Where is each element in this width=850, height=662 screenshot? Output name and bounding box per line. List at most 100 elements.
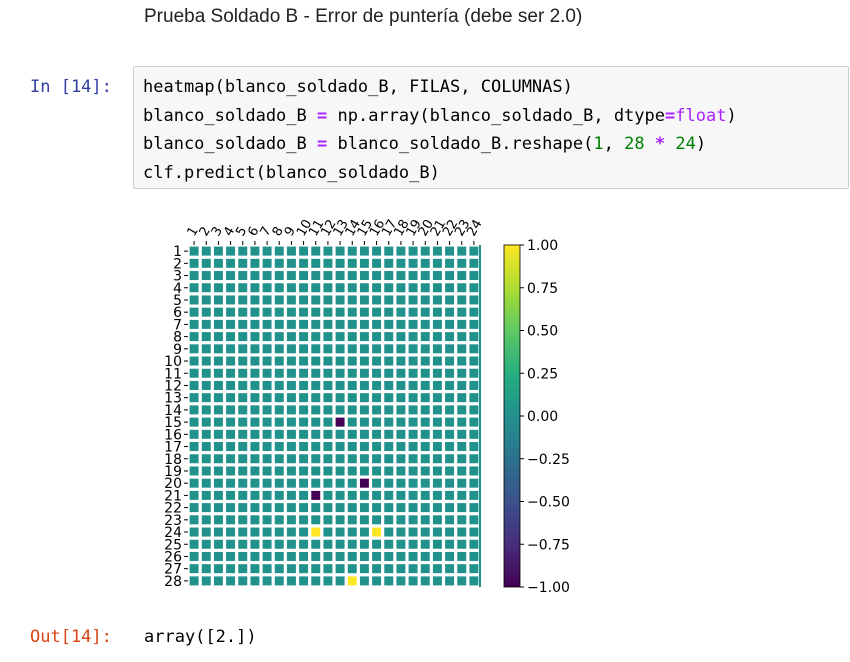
heatmap-cell [213, 478, 223, 488]
heatmap-cell [457, 564, 467, 574]
heatmap-cell [311, 417, 321, 427]
heatmap-cell [286, 442, 296, 452]
heatmap-cell [457, 283, 467, 293]
heatmap-cell [238, 405, 248, 415]
heatmap-cell [250, 295, 260, 305]
heatmap-cell [299, 503, 309, 513]
heatmap-cell [213, 319, 223, 329]
heatmap-cell [226, 576, 236, 586]
y-tick-label: 23 [164, 513, 182, 529]
heatmap-cell [311, 527, 321, 537]
code-editor[interactable]: heatmap(blanco_soldado_B, FILAS, COLUMNA… [143, 73, 737, 187]
heatmap-cell [201, 564, 211, 574]
colorbar-tick-label: 0.00 [527, 409, 558, 425]
heatmap-cell [469, 246, 479, 256]
heatmap-cell [372, 393, 382, 403]
heatmap-cell [408, 429, 418, 439]
heatmap-cell [299, 551, 309, 561]
heatmap-cell [359, 368, 369, 378]
heatmap-cell [323, 454, 333, 464]
heatmap-cell [469, 283, 479, 293]
heatmap-cell [408, 368, 418, 378]
heatmap-cell [262, 393, 272, 403]
heatmap-cell [250, 319, 260, 329]
heatmap-cell [359, 576, 369, 586]
heatmap-cell [226, 258, 236, 268]
heatmap-cell [420, 417, 430, 427]
heatmap-cell [201, 368, 211, 378]
heatmap-cell [396, 271, 406, 281]
heatmap-cell [262, 405, 272, 415]
y-tick-label: 12 [164, 378, 182, 394]
heatmap-cell [286, 454, 296, 464]
heatmap-cell [384, 576, 394, 586]
heatmap-cell [299, 356, 309, 366]
heatmap-cell [420, 454, 430, 464]
heatmap-cell [250, 283, 260, 293]
heatmap-cell [274, 344, 284, 354]
heatmap-cell [420, 393, 430, 403]
x-tick-label: 15 [355, 217, 376, 239]
heatmap-cell [238, 332, 248, 342]
heatmap-cell [311, 393, 321, 403]
y-tick-label: 20 [164, 476, 182, 492]
heatmap-cell [347, 417, 357, 427]
heatmap-axes: 1234567891011121314151617181920212223241… [164, 217, 485, 590]
heatmap-cell [420, 307, 430, 317]
heatmap-cell [384, 551, 394, 561]
heatmap-cell [347, 319, 357, 329]
code-input-area[interactable]: heatmap(blanco_soldado_B, FILAS, COLUMNA… [133, 66, 849, 189]
code-token: = [665, 105, 676, 126]
heatmap-cell [189, 454, 199, 464]
heatmap-cell [213, 246, 223, 256]
heatmap-cell [445, 393, 455, 403]
heatmap-cell [238, 429, 248, 439]
heatmap-cell [347, 356, 357, 366]
y-tick-label: 21 [164, 488, 182, 504]
heatmap-cell [335, 344, 345, 354]
x-tick-label: 21 [428, 217, 449, 239]
heatmap-cell [286, 283, 296, 293]
heatmap-cell [238, 271, 248, 281]
heatmap-cell [335, 466, 345, 476]
heatmap-cell [201, 307, 211, 317]
heatmap-cell [201, 393, 211, 403]
heatmap-cell [396, 503, 406, 513]
heatmap-cell [213, 332, 223, 342]
heatmap-cell [457, 442, 467, 452]
heatmap-cell [189, 283, 199, 293]
colorbar-tick-label: 0.25 [527, 366, 558, 382]
heatmap-cell [238, 258, 248, 268]
heatmap-cell [323, 442, 333, 452]
heatmap-cell [384, 564, 394, 574]
heatmap-cell [372, 429, 382, 439]
heatmap-cell [226, 417, 236, 427]
heatmap-cell [250, 539, 260, 549]
heatmap-cell [286, 515, 296, 525]
heatmap-cell [347, 283, 357, 293]
heatmap-cell [250, 551, 260, 561]
heatmap-cell [226, 246, 236, 256]
heatmap-cell [335, 246, 345, 256]
heatmap-cell [323, 576, 333, 586]
heatmap-cell [311, 576, 321, 586]
heatmap-cell [262, 429, 272, 439]
heatmap-cell [359, 454, 369, 464]
heatmap-cell [396, 283, 406, 293]
heatmap-cell [469, 478, 479, 488]
heatmap-cell [250, 442, 260, 452]
heatmap-cell [432, 478, 442, 488]
heatmap-cell [250, 332, 260, 342]
heatmap-cell [445, 551, 455, 561]
heatmap-cell [445, 503, 455, 513]
heatmap-cell [189, 515, 199, 525]
heatmap-cell [311, 442, 321, 452]
heatmap-cell [238, 307, 248, 317]
heatmap-cell [432, 576, 442, 586]
code-token: heatmap(blanco_soldado_B, FILAS, COLUMNA… [143, 77, 573, 97]
heatmap-cell [286, 246, 296, 256]
heatmap-cell [396, 466, 406, 476]
heatmap-cell [226, 429, 236, 439]
heatmap-cell [286, 564, 296, 574]
heatmap-cell [359, 539, 369, 549]
